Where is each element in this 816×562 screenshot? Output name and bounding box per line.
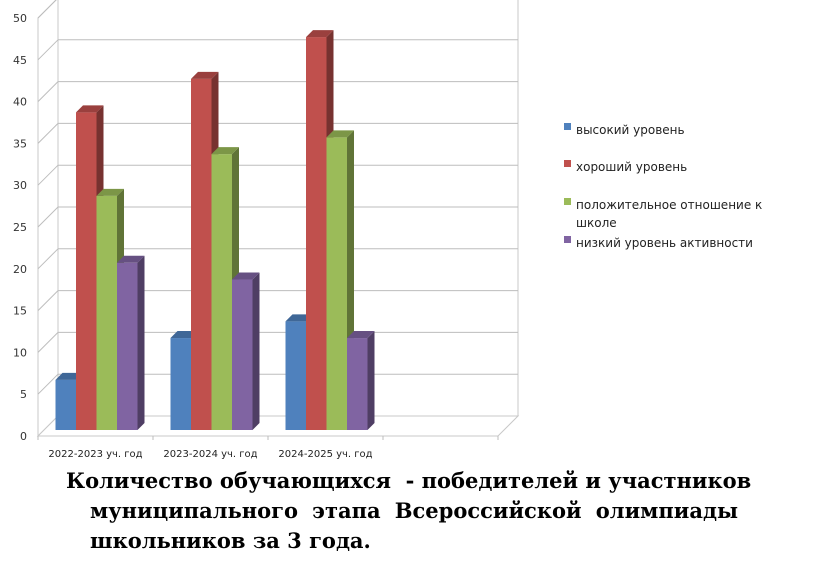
side-wall: [38, 0, 58, 436]
bar-side: [138, 256, 145, 430]
bar: [117, 256, 145, 430]
bar-front: [191, 79, 212, 430]
x-tick-label: 2023-2024 уч. год: [163, 449, 257, 460]
bar-front: [286, 321, 307, 430]
bar-front: [347, 338, 368, 430]
y-tick-label: 45: [13, 54, 27, 67]
y-tick-label: 50: [13, 12, 27, 25]
chart-caption: Количество обучающихся - победителей и у…: [66, 466, 756, 556]
bar: [347, 331, 375, 430]
bar-front: [327, 137, 348, 430]
bar-front: [171, 338, 192, 430]
x-tick-label: 2024-2025 уч. год: [278, 449, 372, 460]
legend-swatch-positive: [564, 198, 571, 205]
y-tick-label: 20: [13, 263, 27, 276]
bar-front: [212, 154, 233, 430]
legend-label-low: низкий уровень активности: [576, 236, 753, 250]
bar-front: [97, 196, 118, 430]
y-tick-label: 5: [20, 388, 27, 401]
legend-label-positive-2: школе: [576, 216, 617, 230]
y-tick-label: 15: [13, 305, 27, 318]
x-tick-label: 2022-2023 уч. год: [48, 449, 142, 460]
legend-swatch-low: [564, 236, 571, 243]
caption-line-1: Количество обучающихся - победителей и у…: [66, 466, 756, 496]
y-tick-label: 25: [13, 221, 27, 234]
bar-side: [253, 273, 260, 430]
chart-legend: высокий уровень хороший уровень положите…: [564, 123, 762, 250]
y-tick-label: 0: [20, 430, 27, 443]
y-tick-label: 40: [13, 96, 27, 109]
bar-front: [117, 263, 138, 430]
bar-front: [232, 280, 253, 430]
y-tick-label: 30: [13, 179, 27, 192]
bar-side: [368, 331, 375, 430]
legend-label-positive-1: положительное отношение к: [576, 198, 762, 212]
y-tick-label: 10: [13, 346, 27, 359]
legend-label-good: хороший уровень: [576, 160, 687, 174]
bar-chart: 0 5 10 15 20 25 30 35 40 45 50 2022-2023 уч. год 202…: [0, 0, 816, 470]
legend-swatch-good: [564, 160, 571, 167]
caption-line-2: муниципального этапа Всероссийской олимп…: [66, 496, 738, 526]
legend-swatch-high: [564, 123, 571, 130]
bar-front: [306, 37, 327, 430]
bar-front: [76, 112, 97, 430]
y-tick-label: 35: [13, 137, 27, 150]
bar-front: [56, 380, 77, 430]
caption-line-3: школьников за 3 года.: [66, 526, 756, 556]
legend-label-high: высокий уровень: [576, 123, 685, 137]
bar: [232, 273, 260, 430]
